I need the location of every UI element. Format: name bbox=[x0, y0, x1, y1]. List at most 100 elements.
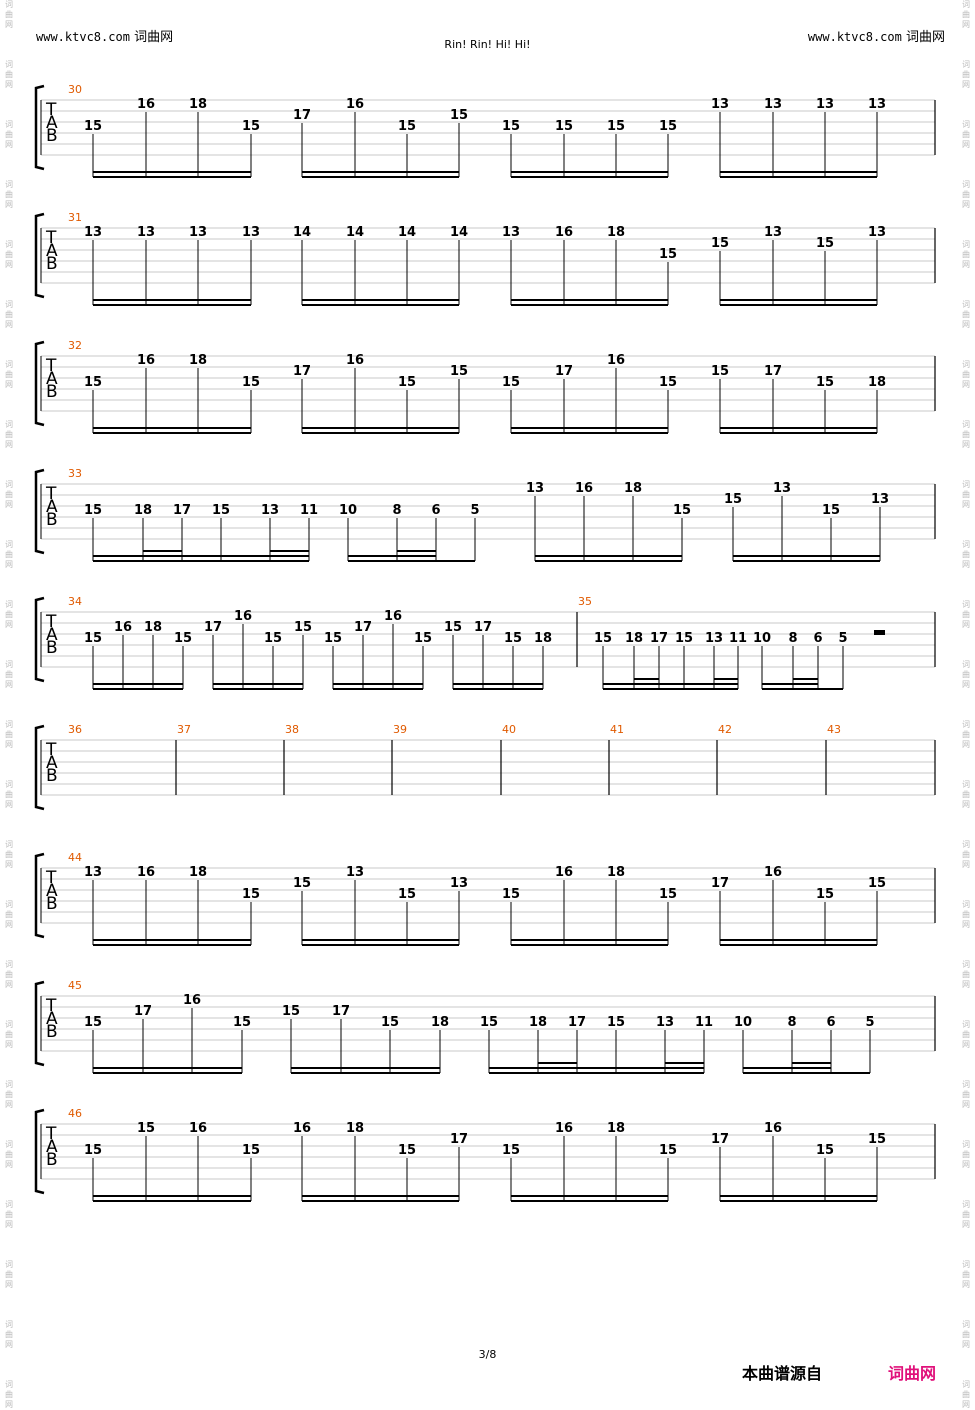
fret-number: 16 bbox=[346, 353, 364, 368]
fret-number: 13 bbox=[84, 225, 102, 240]
watermark-text: 词曲网 bbox=[962, 1020, 970, 1049]
fret-number: 13 bbox=[773, 481, 791, 496]
fret-number: 17 bbox=[711, 1132, 729, 1147]
tab-clef-letter: B bbox=[46, 254, 58, 274]
measure-number: 33 bbox=[68, 467, 82, 480]
fret-number: 18 bbox=[607, 225, 625, 240]
watermark-text: 词曲网 bbox=[962, 120, 970, 149]
fret-number: 15 bbox=[84, 119, 102, 134]
system-bracket bbox=[34, 468, 45, 555]
watermark-text: 词曲网 bbox=[5, 840, 13, 869]
fret-number: 15 bbox=[724, 492, 742, 507]
fret-number: 15 bbox=[398, 119, 416, 134]
fret-number: 18 bbox=[868, 375, 886, 390]
fret-number: 16 bbox=[189, 1121, 207, 1136]
measure-number: 39 bbox=[393, 723, 407, 736]
fret-number: 15 bbox=[502, 887, 520, 902]
measure-number: 42 bbox=[718, 723, 732, 736]
fret-number: 15 bbox=[659, 1143, 677, 1158]
watermark-text: 词曲网 bbox=[5, 900, 13, 929]
fret-number: 13 bbox=[868, 97, 886, 112]
fret-number: 13 bbox=[502, 225, 520, 240]
fret-number: 15 bbox=[868, 1132, 886, 1147]
fret-number: 15 bbox=[502, 1143, 520, 1158]
fret-number: 15 bbox=[233, 1015, 251, 1030]
fret-number: 13 bbox=[261, 503, 279, 518]
fret-number: 15 bbox=[504, 631, 522, 646]
fret-number: 15 bbox=[242, 887, 260, 902]
fret-number: 17 bbox=[173, 503, 191, 518]
fret-number: 15 bbox=[84, 631, 102, 646]
measure-number: 45 bbox=[68, 979, 82, 992]
watermark-text: 词曲网 bbox=[5, 600, 13, 629]
tab-clef-letter: A bbox=[46, 753, 58, 773]
fret-number: 18 bbox=[144, 620, 162, 635]
watermark-text: 词曲网 bbox=[5, 360, 13, 389]
system-bracket bbox=[34, 596, 45, 683]
measure-number: 30 bbox=[68, 83, 82, 96]
fret-number: 15 bbox=[555, 119, 573, 134]
watermark-text: 词曲网 bbox=[5, 480, 13, 509]
watermark-text: 词曲网 bbox=[962, 900, 970, 929]
fret-number: 15 bbox=[607, 119, 625, 134]
tab-clef-letter: B bbox=[46, 126, 58, 146]
fret-number: 17 bbox=[711, 876, 729, 891]
fret-number: 15 bbox=[816, 375, 834, 390]
fret-number: 15 bbox=[84, 1143, 102, 1158]
tab-clef-letter: A bbox=[46, 1009, 58, 1029]
fret-number: 15 bbox=[659, 119, 677, 134]
tab-clef-letter: T bbox=[45, 868, 57, 888]
watermark-text: 词曲网 bbox=[962, 240, 970, 269]
fret-number: 6 bbox=[813, 631, 822, 646]
fret-number: 18 bbox=[607, 865, 625, 880]
watermark-text: 词曲网 bbox=[5, 1320, 13, 1349]
fret-number: 16 bbox=[137, 97, 155, 112]
fret-number: 18 bbox=[189, 865, 207, 880]
fret-number: 17 bbox=[204, 620, 222, 635]
fret-number: 16 bbox=[764, 865, 782, 880]
measure-number: 43 bbox=[827, 723, 841, 736]
fret-number: 16 bbox=[137, 865, 155, 880]
fret-number: 16 bbox=[555, 1121, 573, 1136]
tab-clef-letter: B bbox=[46, 638, 58, 658]
fret-number: 17 bbox=[293, 364, 311, 379]
fret-number: 10 bbox=[753, 631, 771, 646]
fret-number: 5 bbox=[838, 631, 847, 646]
fret-number: 15 bbox=[659, 247, 677, 262]
fret-number: 11 bbox=[729, 631, 747, 646]
fret-number: 18 bbox=[607, 1121, 625, 1136]
tab-clef-letter: A bbox=[46, 881, 58, 901]
fret-number: 17 bbox=[293, 108, 311, 123]
measure-number: 44 bbox=[68, 851, 82, 864]
tab-clef-letter: A bbox=[46, 1137, 58, 1157]
watermark-text: 词曲网 bbox=[962, 600, 970, 629]
watermark-text: 词曲网 bbox=[5, 0, 13, 29]
fret-number: 13 bbox=[816, 97, 834, 112]
watermark-text: 词曲网 bbox=[962, 1260, 970, 1289]
fret-number: 15 bbox=[816, 236, 834, 251]
watermark-text: 词曲网 bbox=[962, 540, 970, 569]
tab-clef-letter: T bbox=[45, 100, 57, 120]
tab-clef-letter: T bbox=[45, 484, 57, 504]
watermark-text: 词曲网 bbox=[5, 1380, 13, 1409]
fret-number: 15 bbox=[242, 1143, 260, 1158]
watermark-text: 词曲网 bbox=[962, 300, 970, 329]
fret-number: 15 bbox=[816, 887, 834, 902]
fret-number: 14 bbox=[398, 225, 416, 240]
tab-clef-letter: B bbox=[46, 1150, 58, 1170]
fret-number: 18 bbox=[189, 353, 207, 368]
footer-brand: 词曲网 bbox=[888, 1364, 937, 1383]
tab-clef-letter: A bbox=[46, 241, 58, 261]
tab-clef-letter: B bbox=[46, 382, 58, 402]
fret-number: 15 bbox=[711, 236, 729, 251]
fret-number: 15 bbox=[324, 631, 342, 646]
fret-number: 17 bbox=[474, 620, 492, 635]
fret-number: 15 bbox=[450, 364, 468, 379]
fret-number: 15 bbox=[822, 503, 840, 518]
system-bracket bbox=[34, 84, 45, 171]
watermark-text: 词曲网 bbox=[5, 960, 13, 989]
fret-number: 17 bbox=[568, 1015, 586, 1030]
fret-number: 15 bbox=[480, 1015, 498, 1030]
fret-number: 15 bbox=[868, 876, 886, 891]
watermark-text: 词曲网 bbox=[962, 1140, 970, 1169]
